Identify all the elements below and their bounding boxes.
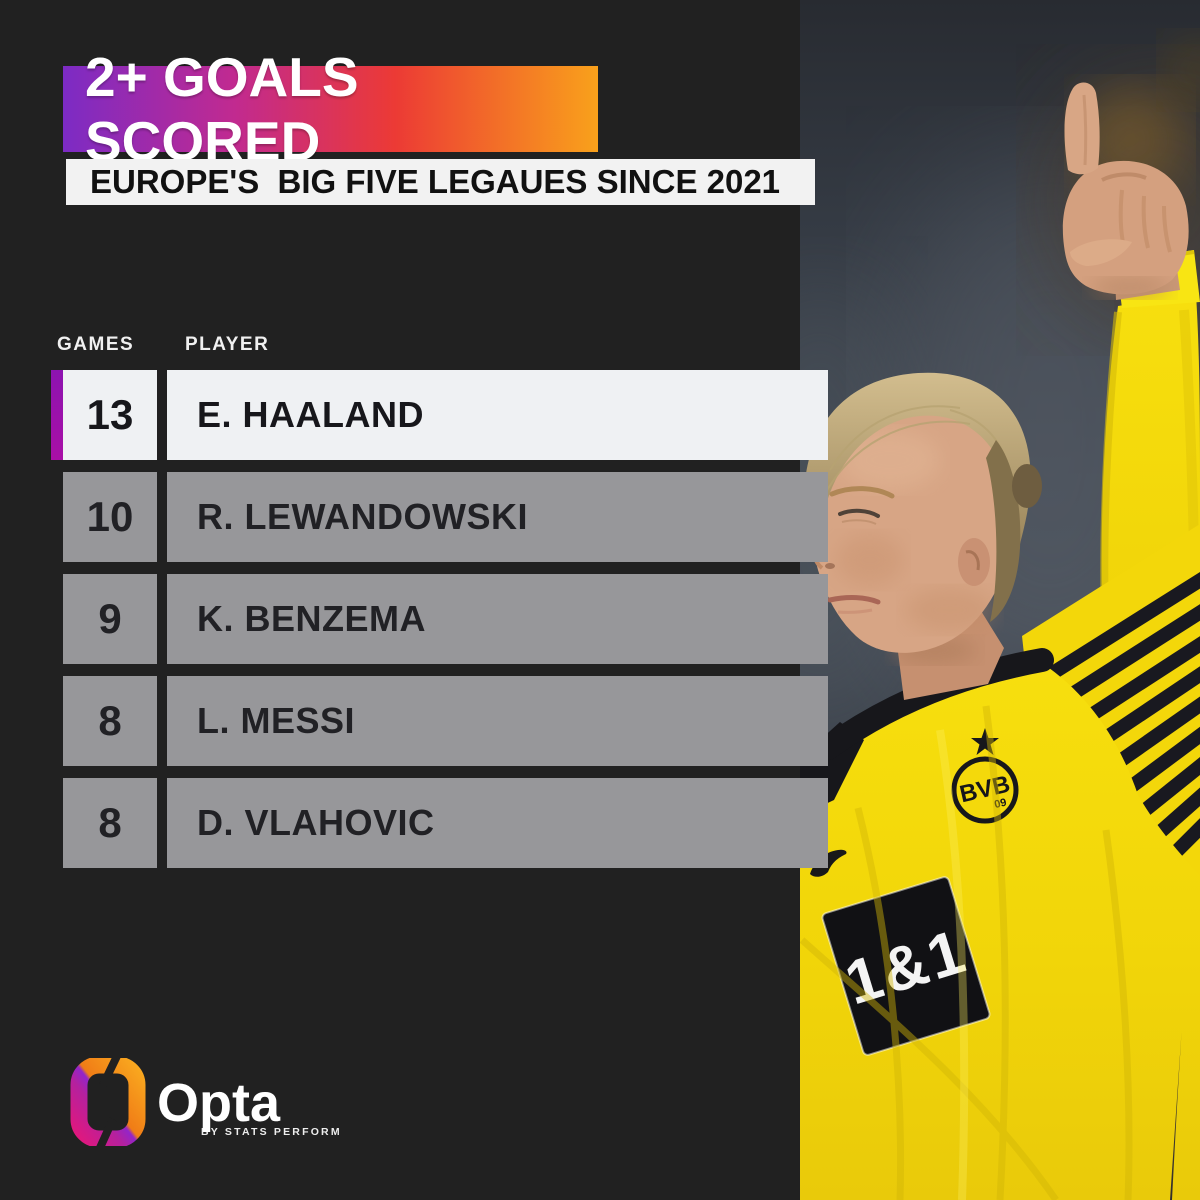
- player-name: L. MESSI: [167, 676, 828, 766]
- player-head: [803, 372, 1042, 653]
- thumb: [1070, 239, 1132, 266]
- games-value: 8: [63, 778, 157, 868]
- row-spacer: [51, 676, 63, 766]
- player-name: R. LEWANDOWSKI: [167, 472, 828, 562]
- games-value: 10: [63, 472, 157, 562]
- jersey-torso: [800, 663, 1200, 1200]
- puma-logo-icon: [810, 849, 847, 877]
- ear: [958, 538, 990, 586]
- player-name: E. HAALAND: [167, 370, 828, 460]
- subtitle-banner: EUROPE'S BIG FIVE LEGAUES SINCE 2021: [66, 159, 815, 205]
- title-banner: 2+ GOALS SCORED: [63, 46, 598, 172]
- table-row: 8 D. VLAHOVIC: [51, 778, 828, 868]
- undercut-hair: [986, 440, 1021, 622]
- badge-number: 09: [993, 797, 1008, 811]
- highlight-accent-bar: [51, 370, 63, 460]
- stats-table: 13 E. HAALAND 10 R. LEWANDOWSKI 9 K. BEN…: [51, 370, 828, 880]
- games-value: 8: [63, 676, 157, 766]
- column-header-player: PLAYER: [185, 334, 270, 355]
- hair: [803, 372, 1031, 544]
- table-row: 13 E. HAALAND: [51, 370, 828, 460]
- table-row: 10 R. LEWANDOWSKI: [51, 472, 828, 562]
- table-row: 9 K. BENZEMA: [51, 574, 828, 664]
- mouth: [827, 595, 881, 605]
- pointing-hand: [1062, 82, 1189, 300]
- badge-star-icon: [971, 728, 999, 755]
- eyebrow: [829, 486, 895, 499]
- opta-wordmark: Opta: [157, 1073, 281, 1133]
- opta-logo-icon: [70, 1054, 146, 1152]
- games-value: 13: [63, 370, 157, 460]
- opta-byline: BY STATS PERFORM: [201, 1126, 342, 1138]
- page-subtitle: EUROPE'S BIG FIVE LEGAUES SINCE 2021: [90, 163, 781, 200]
- column-header-games: GAMES: [57, 334, 135, 355]
- row-spacer: [51, 574, 63, 664]
- row-spacer: [51, 472, 63, 562]
- sponsor-patch: 1&1: [821, 876, 991, 1056]
- table-row: 8 L. MESSI: [51, 676, 828, 766]
- jersey-folds: [800, 705, 1133, 1200]
- games-value: 9: [63, 574, 157, 664]
- row-spacer: [51, 778, 63, 868]
- haaland-illustration: BVB 09 1&1: [800, 0, 1200, 1200]
- fist: [1062, 160, 1189, 295]
- player-photo: BVB 09 1&1: [800, 0, 1200, 1200]
- bvb-badge: BVB 09: [951, 728, 1019, 824]
- page-title: 2+ GOALS SCORED: [85, 46, 359, 172]
- player-name: K. BENZEMA: [167, 574, 828, 664]
- index-finger: [1064, 82, 1100, 175]
- player-name: D. VLAHOVIC: [167, 778, 828, 868]
- eye: [838, 508, 880, 518]
- hair-bun: [1012, 464, 1042, 508]
